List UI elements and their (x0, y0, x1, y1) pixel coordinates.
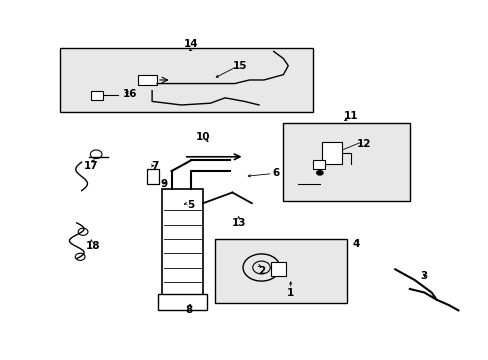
Bar (271, 262, 285, 276)
Text: 18: 18 (85, 241, 100, 251)
Text: 8: 8 (184, 305, 192, 315)
Text: 17: 17 (84, 161, 99, 171)
Bar (215, 239, 346, 303)
Text: 2: 2 (257, 266, 264, 276)
Text: 14: 14 (183, 39, 198, 49)
Bar (147, 169, 159, 184)
Bar (158, 294, 206, 310)
Bar (312, 160, 324, 169)
Text: 3: 3 (420, 271, 427, 282)
Text: 5: 5 (187, 200, 194, 210)
Bar (322, 143, 341, 164)
Circle shape (315, 170, 323, 176)
Text: 9: 9 (161, 179, 167, 189)
Text: 13: 13 (231, 218, 245, 228)
Text: 16: 16 (123, 89, 137, 99)
Bar (60, 48, 312, 112)
Text: 4: 4 (352, 239, 359, 249)
Bar (137, 75, 157, 85)
Text: 6: 6 (272, 168, 279, 178)
Bar (91, 91, 103, 100)
Text: 11: 11 (344, 111, 358, 121)
Text: 1: 1 (286, 288, 294, 297)
Text: 7: 7 (151, 161, 158, 171)
Bar (283, 123, 409, 202)
Text: 15: 15 (232, 61, 246, 71)
Text: 12: 12 (356, 139, 370, 149)
Bar (162, 189, 203, 296)
Text: 10: 10 (196, 132, 210, 142)
